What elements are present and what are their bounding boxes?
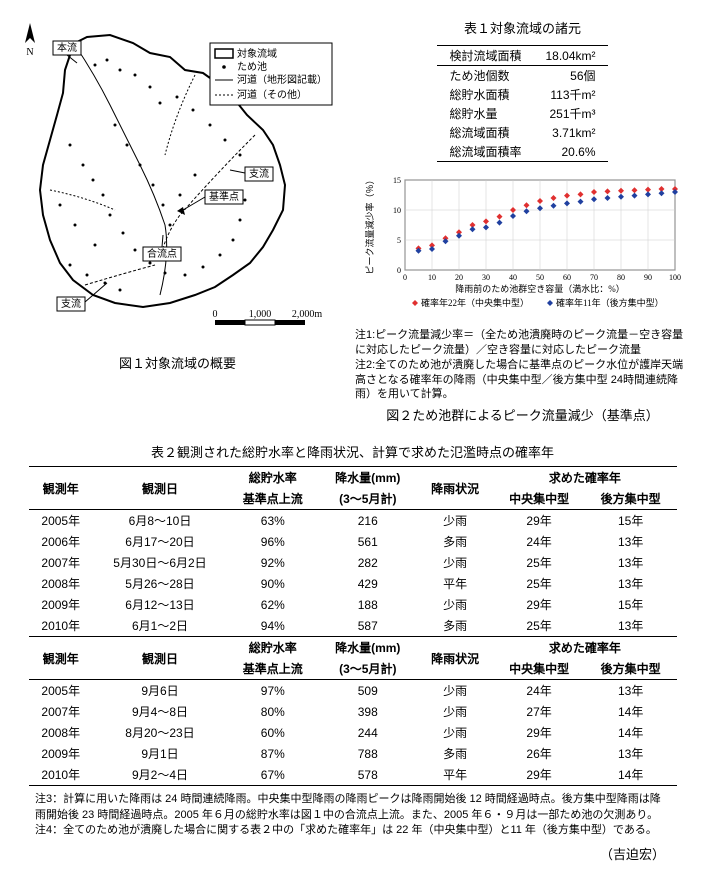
svg-text:10: 10 bbox=[393, 206, 401, 215]
svg-text:0: 0 bbox=[213, 309, 218, 320]
north-arrow: N bbox=[25, 23, 35, 58]
svg-text:60: 60 bbox=[563, 273, 571, 282]
svg-text:合流点: 合流点 bbox=[147, 247, 177, 260]
svg-text:5: 5 bbox=[397, 236, 401, 245]
svg-text:90: 90 bbox=[644, 273, 652, 282]
svg-text:20: 20 bbox=[455, 273, 463, 282]
svg-text:100: 100 bbox=[669, 273, 681, 282]
svg-text:N: N bbox=[26, 47, 33, 58]
svg-text:確率年22年（中央集中型）: 確率年22年（中央集中型） bbox=[421, 297, 529, 308]
svg-text:15: 15 bbox=[393, 176, 401, 185]
table2: 観測年 観測日 総貯水率 降水量(mm) 降雨状況 求めた確率年 基準点上流 (… bbox=[29, 466, 677, 786]
svg-text:対象流域: 対象流域 bbox=[237, 47, 277, 60]
author: （吉迫宏） bbox=[15, 844, 665, 863]
svg-text:ため池: ため池 bbox=[237, 60, 267, 73]
table1-caption: 表１対象流域の諸元 bbox=[355, 18, 690, 37]
svg-text:0: 0 bbox=[403, 273, 407, 282]
map-legend: 対象流域 ため池 河道（地形図記載） 河道（その他） bbox=[210, 43, 332, 105]
table1: 検討流域面積18.04km²ため池個数56個総貯水面積113千m²総貯水量251… bbox=[437, 45, 607, 162]
peak-reduction-chart: 0 10 20 30 40 50 60 70 80 90 100 0 5 10 15 降雨前のため池群空き容量… bbox=[355, 170, 690, 325]
svg-text:40: 40 bbox=[509, 273, 517, 282]
figure2-caption: 図２ため池群によるピーク流量減少（基準点） bbox=[355, 405, 690, 424]
footnotes: 注3：計算に用いた降雨は 24 時間連続降雨。中央集中型降雨の降雨ピークは降雨開… bbox=[35, 792, 670, 838]
svg-text:70: 70 bbox=[590, 273, 598, 282]
svg-text:2,000m: 2,000m bbox=[292, 309, 323, 320]
scale-bar: 0 1,000 2,000m bbox=[213, 309, 323, 325]
svg-text:河道（地形図記載）: 河道（地形図記載） bbox=[237, 73, 327, 86]
svg-text:ピーク流量減少率（％）: ピーク流量減少率（％） bbox=[364, 175, 375, 274]
svg-text:降雨前のため池群空き容量（満水比：%）: 降雨前のため池群空き容量（満水比：%） bbox=[455, 283, 625, 294]
svg-text:支流: 支流 bbox=[249, 167, 269, 180]
svg-text:10: 10 bbox=[428, 273, 436, 282]
svg-text:1,000: 1,000 bbox=[249, 309, 272, 320]
chart-notes: 注1:ピーク流量減少率＝（全ため池潰廃時のピーク流量－空き容量に対応したピーク流… bbox=[355, 328, 690, 402]
svg-text:50: 50 bbox=[536, 273, 544, 282]
svg-text:河道（その他）: 河道（その他） bbox=[237, 88, 307, 101]
watershed-map: N bbox=[15, 15, 340, 350]
figure1-caption: 図１対象流域の概要 bbox=[119, 353, 236, 372]
svg-text:基準点: 基準点 bbox=[209, 190, 239, 203]
svg-text:30: 30 bbox=[482, 273, 490, 282]
svg-text:80: 80 bbox=[617, 273, 625, 282]
svg-text:本流: 本流 bbox=[57, 41, 77, 54]
svg-text:確率年11年（後方集中型）: 確率年11年（後方集中型） bbox=[556, 297, 664, 308]
svg-text:支流: 支流 bbox=[61, 297, 81, 310]
svg-text:0: 0 bbox=[397, 266, 401, 275]
table2-caption: 表２観測された総貯水率と降雨状況、計算で求めた氾濫時点の確率年 bbox=[15, 442, 690, 461]
